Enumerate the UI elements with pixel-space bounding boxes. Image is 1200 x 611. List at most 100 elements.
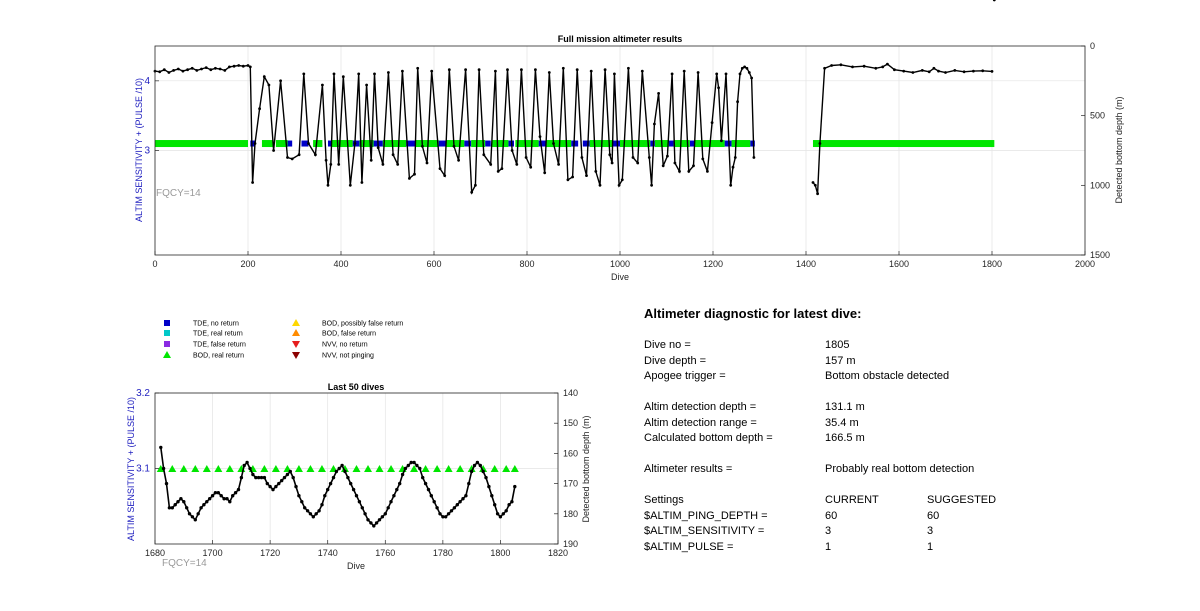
depth-point	[455, 503, 459, 507]
settings-marker-band	[515, 140, 539, 148]
depth-point	[248, 65, 252, 69]
depth-point	[501, 512, 505, 516]
depth-point	[650, 183, 653, 187]
depth-point	[881, 65, 885, 69]
depth-point	[617, 183, 621, 187]
depth-point	[423, 481, 428, 486]
depth-point	[328, 481, 333, 486]
depth-point	[326, 183, 330, 187]
x-tick-label: 2000	[1075, 259, 1095, 269]
settings-marker	[294, 465, 303, 472]
top-chart: 0 200 400 600 800 1000 1200 1400 1600 1800 2000 3 4 0…	[134, 0, 1124, 282]
depth-point	[317, 509, 321, 513]
y2-tick-label: 1000	[1090, 180, 1110, 190]
diag-calc-depth-value: 166.5 m	[825, 432, 865, 444]
diag-setting-name: $ALTIM_PULSE =	[644, 540, 734, 553]
settings-marker	[179, 465, 188, 472]
depth-point	[647, 156, 651, 159]
depth-point	[670, 72, 674, 76]
depth-point	[474, 183, 477, 187]
depth-point	[254, 475, 258, 480]
depth-point	[357, 500, 362, 504]
depth-point	[324, 158, 328, 162]
depth-point	[575, 68, 579, 72]
depth-point	[738, 72, 742, 76]
legend-item: TDE, no return	[164, 320, 239, 328]
depth-point	[851, 65, 854, 69]
settings-marker-band	[415, 140, 439, 148]
diag-settings-header: Settings CURRENT SUGGESTED	[644, 494, 1164, 510]
depth-point	[408, 177, 411, 180]
settings-marker-band	[812, 140, 995, 148]
depth-point	[603, 68, 607, 72]
depth-point	[438, 167, 442, 171]
diag-row-calc-depth: Calculated bottom depth = 166.5 m	[644, 432, 1164, 448]
depth-point	[990, 70, 994, 73]
depth-point	[432, 500, 436, 504]
depth-point	[302, 72, 306, 76]
depth-point	[441, 515, 445, 519]
depth-point	[265, 481, 269, 486]
y2-tick-label: 500	[1090, 111, 1105, 121]
depth-point	[413, 172, 416, 176]
diag-results-label: Altimeter results =	[644, 463, 733, 475]
depth-point	[241, 64, 245, 68]
depth-point	[195, 69, 199, 72]
depth-point	[200, 67, 203, 71]
depth-point	[190, 66, 194, 70]
depth-point	[493, 503, 497, 507]
depth-point	[447, 68, 451, 72]
depth-point	[337, 466, 341, 471]
depth-point	[389, 500, 393, 504]
depth-point	[268, 484, 272, 489]
depth-point	[666, 154, 669, 158]
x-tick-label: 1680	[145, 548, 165, 558]
depth-point	[202, 503, 206, 507]
depth-point	[818, 142, 822, 145]
diag-row-results: Altimeter results = Probably real bottom…	[644, 463, 1164, 479]
depth-point	[187, 512, 192, 516]
depth-point	[862, 64, 866, 68]
settings-marker-band	[261, 140, 274, 148]
depth-point	[706, 170, 709, 173]
diag-dive-no-label: Dive no =	[644, 339, 691, 351]
diag-setting-current: 1	[825, 540, 832, 553]
depth-point	[300, 500, 304, 504]
depth-point	[246, 64, 250, 67]
depth-point	[223, 69, 227, 72]
depth-point	[193, 518, 197, 522]
depth-point	[510, 500, 514, 504]
legend-triangle-down-icon	[292, 352, 300, 359]
depth-point	[752, 156, 756, 159]
settings-marker-band	[471, 140, 486, 148]
settings-marker	[225, 465, 234, 472]
depth-point	[481, 469, 485, 474]
settings-marker	[168, 465, 177, 472]
depth-point	[216, 491, 220, 495]
depth-point	[534, 68, 537, 72]
depth-point	[561, 66, 565, 70]
depth-point	[279, 79, 282, 83]
depth-point	[256, 475, 261, 480]
depth-point	[231, 494, 235, 498]
legend-triangle-down-icon	[292, 341, 300, 348]
settings-marker-band	[155, 140, 248, 148]
settings-marker	[387, 465, 396, 472]
depth-point	[401, 69, 404, 73]
depth-point	[736, 100, 739, 104]
depth-point	[506, 68, 509, 72]
diag-row-dive-no: Dive no = 1805	[644, 339, 1164, 355]
settings-marker	[490, 465, 499, 472]
depth-point	[311, 515, 315, 519]
depth-point	[185, 506, 189, 510]
depth-point	[199, 506, 203, 510]
depth-point	[484, 475, 488, 480]
depth-point	[631, 156, 635, 159]
y2-tick-label: 1500	[1090, 250, 1110, 260]
bottom-chart-y2label: Detected bottom depth (m)	[581, 415, 591, 522]
depth-point	[403, 466, 408, 471]
settings-marker	[444, 465, 453, 472]
top-chart-grid	[154, 46, 1086, 255]
depth-point	[357, 72, 361, 76]
